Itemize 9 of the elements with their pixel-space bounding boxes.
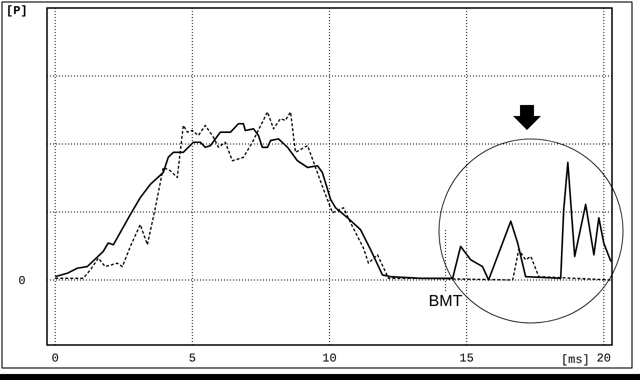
x-tick-label: 20 (596, 352, 611, 366)
x-tick-label: 10 (322, 352, 337, 366)
x-tick-label: 0 (52, 352, 59, 366)
x-axis-title: [ms] (560, 353, 590, 367)
text: 0 (18, 274, 26, 288)
x-tick-label: 15 (459, 352, 474, 366)
text: [P] (6, 4, 28, 18)
ref-line-label: BMT (428, 293, 463, 310)
x-tick-label: 5 (188, 352, 196, 366)
